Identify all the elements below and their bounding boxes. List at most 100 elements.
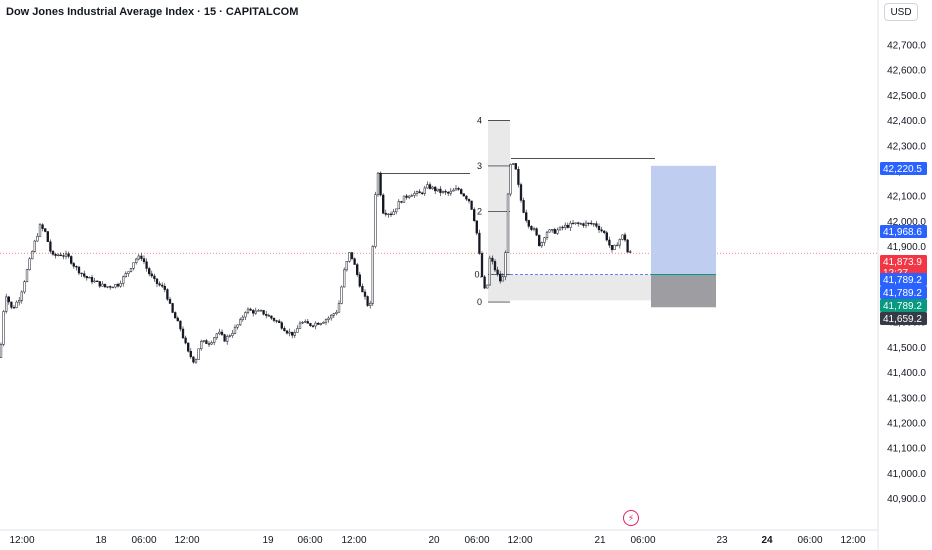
candle	[171, 302, 174, 314]
candle-body	[54, 254, 57, 256]
candle	[452, 188, 455, 192]
candle-body	[119, 283, 122, 287]
candle-body	[233, 326, 237, 334]
candle-body	[571, 222, 575, 225]
candle	[179, 320, 182, 332]
candle-body	[135, 258, 138, 263]
candle	[579, 222, 582, 225]
chart-annotations: 4 3 2 0. 0	[378, 116, 716, 308]
candle-body	[319, 323, 322, 325]
candle-body	[25, 269, 29, 283]
candle	[168, 296, 172, 304]
candle	[600, 226, 603, 233]
candle-body	[345, 261, 348, 271]
candle-body	[283, 328, 286, 332]
candle-body	[189, 350, 192, 358]
candle-body	[574, 222, 577, 224]
candle-body	[522, 200, 525, 213]
candle	[519, 182, 523, 203]
price-label: 41,659.2	[880, 312, 927, 325]
candle	[166, 288, 169, 301]
candle-body	[262, 310, 265, 315]
candle-body	[400, 201, 403, 203]
candle-body	[278, 320, 281, 323]
candle	[28, 257, 31, 271]
price-tick-label: 42,400.0	[887, 116, 926, 127]
candle	[454, 184, 458, 191]
candle-body	[223, 334, 226, 342]
candle	[67, 251, 70, 259]
candle	[363, 289, 367, 300]
candle	[62, 252, 65, 260]
candle	[93, 277, 96, 283]
time-tick-label: 06:00	[131, 535, 156, 546]
time-tick-label: 19	[262, 535, 274, 546]
candle	[335, 310, 338, 316]
candle-body	[158, 283, 161, 286]
chart-pane	[0, 0, 879, 550]
candle-body	[447, 191, 450, 194]
candle	[10, 301, 13, 310]
candle	[249, 307, 252, 311]
candle-body	[122, 276, 125, 284]
candle	[371, 245, 374, 307]
candle-body	[77, 266, 81, 274]
candle-body	[587, 222, 590, 225]
candle	[252, 309, 255, 317]
candle	[426, 181, 429, 189]
candle-body	[280, 322, 283, 329]
price-label-text: 42,220.5	[883, 164, 922, 175]
candle	[197, 348, 200, 360]
flash-icon[interactable]: ⚡	[623, 510, 639, 526]
price-label-text: 41,789.2	[883, 275, 922, 286]
candle	[590, 220, 593, 226]
candle-body	[291, 331, 294, 336]
price-tick-label: 41,300.0	[887, 393, 926, 404]
candle-body	[616, 244, 619, 247]
candle	[379, 171, 382, 197]
candle-body	[605, 232, 608, 241]
candle	[272, 317, 276, 323]
candle-body	[418, 191, 421, 194]
candle-body	[59, 254, 62, 257]
candle-body	[382, 194, 385, 214]
candle-body	[348, 252, 351, 262]
candle	[501, 273, 504, 282]
candle	[387, 213, 390, 218]
candle-body	[205, 340, 208, 344]
candle	[478, 229, 481, 255]
candle-body	[116, 284, 120, 287]
candle-body	[257, 310, 260, 312]
candle-body	[317, 322, 320, 325]
candle-body	[371, 246, 374, 304]
candle-body	[335, 311, 338, 314]
candle-body	[215, 333, 218, 339]
candle-body	[187, 342, 190, 352]
candle	[103, 283, 107, 288]
candle	[153, 273, 156, 282]
candle-body	[517, 168, 520, 185]
candle	[88, 276, 91, 279]
candle	[33, 239, 36, 253]
candle-body	[241, 316, 244, 320]
candle-body	[408, 195, 411, 198]
candle-body	[176, 317, 179, 322]
time-tick-label: 12:00	[341, 535, 366, 546]
candle-body	[564, 224, 567, 228]
candle-body	[499, 273, 502, 282]
candle	[145, 258, 148, 272]
candle-body	[236, 324, 239, 328]
price-label-bg	[880, 273, 927, 286]
candle-body	[7, 296, 10, 303]
candle-body	[184, 337, 187, 344]
candle	[561, 225, 564, 231]
candle	[343, 267, 346, 288]
currency-button[interactable]: USD	[884, 3, 918, 21]
candle	[467, 198, 471, 204]
candle	[189, 348, 192, 359]
candle	[205, 339, 208, 344]
candle	[135, 257, 138, 265]
candle	[114, 284, 117, 289]
candle-body	[369, 302, 372, 306]
